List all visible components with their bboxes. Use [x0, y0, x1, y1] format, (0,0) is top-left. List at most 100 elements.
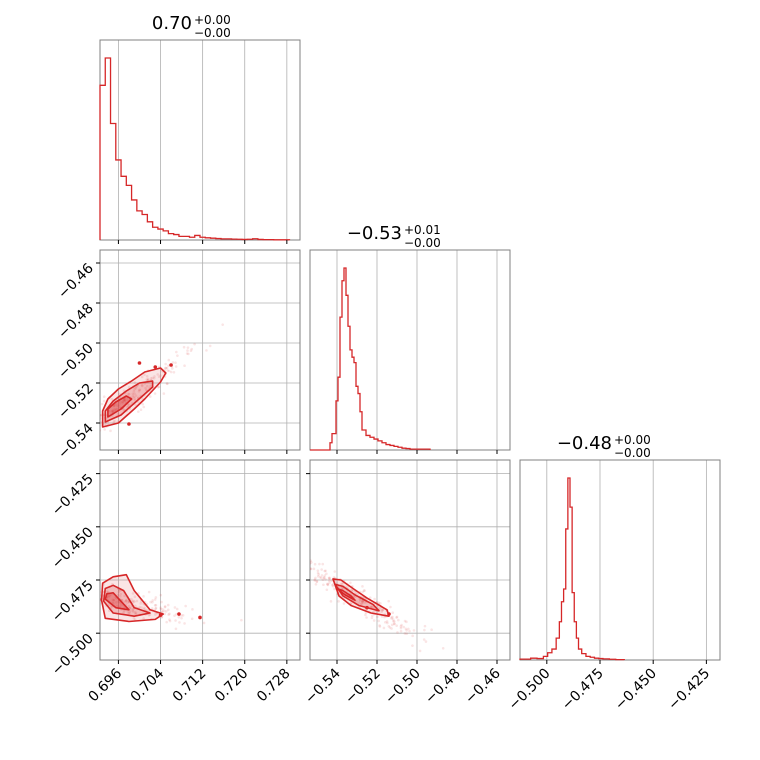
sample-point-p10-102 — [123, 398, 126, 401]
xtick-label-p22-0: −0.500 — [506, 666, 554, 714]
xtick-label-p20-4: 0.728 — [254, 666, 294, 706]
sample-point-p20-184 — [159, 606, 162, 609]
sample-point-p21-253 — [304, 577, 307, 580]
sample-point-p20-30 — [119, 595, 122, 598]
sample-point-p21-210 — [322, 583, 325, 587]
sample-point-p10-48 — [144, 388, 148, 392]
sample-point-p21-113 — [321, 578, 325, 582]
sample-point-p21-80 — [396, 631, 399, 634]
sample-point-p20-43 — [54, 584, 57, 587]
sample-point-p10-194 — [164, 366, 167, 370]
sample-point-p10-47 — [127, 385, 131, 389]
contour-inner-p10 — [107, 395, 133, 418]
sample-point-p20-61 — [147, 613, 151, 617]
sample-point-p21-23 — [314, 576, 317, 580]
sample-point-p20-220 — [66, 591, 69, 594]
sample-point-p21-176 — [405, 620, 408, 624]
sample-point-p21-151 — [441, 646, 445, 650]
sample-point-p20-193 — [134, 612, 137, 616]
sample-point-p20-162 — [49, 589, 52, 592]
hist-bin-p00-2 — [111, 124, 116, 240]
sample-point-p20-204 — [108, 594, 111, 598]
sample-point-p10-248 — [103, 423, 106, 426]
sample-point-p20-102 — [95, 600, 98, 603]
sample-point-p20-222 — [151, 600, 154, 604]
sample-point-p21-193 — [350, 588, 354, 592]
sample-point-p21-254 — [392, 618, 395, 621]
sample-point-p20-192 — [116, 593, 120, 597]
sample-point-p20-164 — [95, 583, 98, 586]
sample-point-p10-226 — [149, 376, 153, 380]
sample-point-p21-168 — [361, 590, 364, 594]
sample-point-p21-232 — [378, 625, 382, 628]
sample-point-p10-170 — [43, 475, 46, 478]
contour-mid-p21 — [334, 583, 380, 612]
sample-point-p20-147 — [45, 594, 48, 597]
sample-point-p20-95 — [112, 601, 115, 605]
sample-point-p20-50 — [111, 601, 114, 604]
sample-point-p10-121 — [46, 456, 49, 459]
sample-point-p20-12 — [111, 598, 114, 602]
sample-point-p10-130 — [137, 389, 141, 393]
ytick-label-p10-3: −0.52 — [55, 381, 97, 423]
sample-point-p10-158 — [121, 400, 125, 404]
sample-point-p20-70 — [161, 607, 164, 611]
sample-point-p21-209 — [361, 585, 364, 588]
sample-point-p20-236 — [142, 617, 145, 620]
sample-point-p10-196 — [170, 367, 174, 370]
sample-point-p21-150 — [382, 626, 386, 630]
sample-point-p21-192 — [390, 627, 393, 630]
sample-point-p20-170 — [100, 610, 101, 613]
hist-bin-p00-7 — [137, 211, 142, 240]
sample-point-p20-0 — [240, 618, 243, 622]
sample-point-p21-16 — [370, 616, 374, 620]
sample-point-p21-218 — [310, 567, 312, 570]
sample-point-p21-152 — [399, 625, 403, 628]
sample-point-p10-255 — [131, 392, 135, 396]
sample-point-p20-225 — [74, 582, 77, 585]
sample-point-p20-153 — [153, 598, 157, 601]
ytick-label-p20-0: −0.425 — [49, 471, 97, 519]
sample-point-p20-56 — [177, 615, 181, 619]
sample-point-p20-49 — [130, 597, 133, 601]
sample-point-p21-222 — [361, 601, 365, 605]
sample-point-p21-21 — [310, 561, 313, 564]
sample-point-p10-210 — [109, 429, 112, 433]
sample-point-p10-184 — [111, 410, 115, 413]
sample-point-p10-100 — [115, 404, 119, 407]
sample-point-p10-69 — [143, 373, 146, 377]
sample-point-p20-86 — [154, 613, 157, 616]
sample-point-p10-104 — [104, 422, 108, 426]
sample-point-p10-231 — [93, 422, 96, 425]
sample-point-p20-33 — [202, 621, 206, 625]
sample-point-p21-60 — [316, 569, 320, 572]
sample-point-p21-18 — [321, 562, 325, 566]
hist-bin-p00-1 — [105, 58, 110, 240]
sample-point-p10-159 — [100, 414, 102, 417]
sample-point-p21-99 — [385, 620, 389, 623]
sample-point-p10-214 — [123, 399, 127, 403]
sample-point-p10-21 — [166, 369, 169, 372]
sample-point-p20-198 — [154, 603, 158, 607]
sample-point-p20-216 — [140, 606, 143, 609]
sample-point-p10-165 — [122, 399, 126, 403]
sample-point-p20-186 — [94, 599, 97, 602]
sample-point-p10-252 — [145, 374, 149, 378]
sample-point-p10-51 — [92, 419, 95, 422]
sample-point-p20-131 — [174, 619, 177, 622]
sample-point-p21-169 — [391, 615, 394, 619]
sample-point-p10-223 — [102, 399, 106, 403]
sample-point-p10-134 — [110, 410, 113, 413]
hist-bin-p11-13 — [356, 386, 358, 450]
panel-title-upper-p11: +0.01 — [404, 223, 441, 237]
xtick-label-p21-0: −0.54 — [302, 665, 344, 707]
sample-point-p20-93 — [95, 601, 98, 604]
sample-point-p21-13 — [363, 589, 366, 592]
sample-point-p20-182 — [107, 593, 111, 597]
sample-point-p21-249 — [315, 580, 319, 583]
sample-point-p10-11 — [142, 405, 146, 409]
sample-point-p21-7 — [310, 561, 311, 563]
xtick-label-p21-3: −0.48 — [422, 666, 464, 708]
sample-point-p20-8 — [117, 600, 121, 603]
sample-point-p21-65 — [319, 576, 323, 580]
